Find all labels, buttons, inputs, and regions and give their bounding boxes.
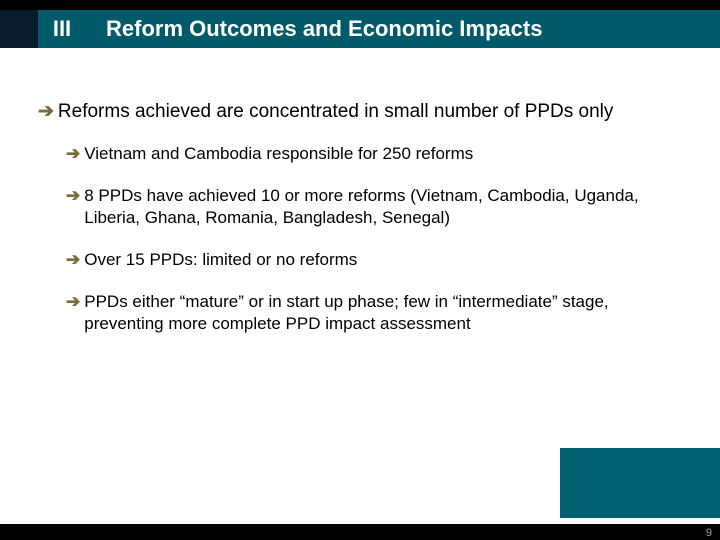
arrow-icon: ➔ [66, 185, 80, 229]
bullet-sub-text: Vietnam and Cambodia responsible for 250… [84, 143, 473, 165]
bullet-sub: ➔ Over 15 PPDs: limited or no reforms [66, 249, 690, 271]
bullet-sub-text: PPDs either “mature” or in start up phas… [84, 291, 690, 335]
bullet-sub: ➔ 8 PPDs have achieved 10 or more reform… [66, 185, 690, 229]
bullet-sub-text: 8 PPDs have achieved 10 or more reforms … [84, 185, 690, 229]
decorative-teal-box [560, 448, 720, 518]
bullet-sub-text: Over 15 PPDs: limited or no reforms [84, 249, 357, 271]
bullet-main: ➔ Reforms achieved are concentrated in s… [38, 100, 690, 125]
bullet-sub: ➔ PPDs either “mature” or in start up ph… [66, 291, 690, 335]
bullet-main-text: Reforms achieved are concentrated in sma… [58, 100, 613, 125]
arrow-icon: ➔ [38, 100, 54, 125]
section-roman-numeral: III [38, 10, 86, 48]
arrow-icon: ➔ [66, 291, 80, 335]
footer-bar [0, 524, 720, 540]
content-area: ➔ Reforms achieved are concentrated in s… [38, 100, 690, 355]
arrow-icon: ➔ [66, 143, 80, 165]
header-left-dark [0, 10, 38, 48]
page-number: 9 [706, 527, 712, 539]
arrow-icon: ➔ [66, 249, 80, 271]
slide-title: Reform Outcomes and Economic Impacts [106, 10, 542, 48]
bullet-sub: ➔ Vietnam and Cambodia responsible for 2… [66, 143, 690, 165]
top-black-strip [0, 0, 720, 10]
